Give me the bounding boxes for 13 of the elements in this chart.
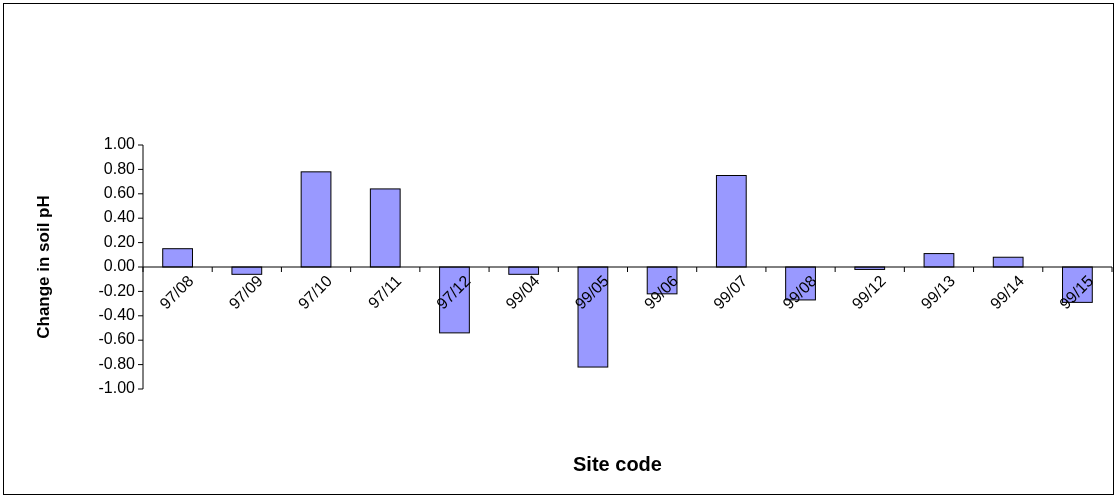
y-tick-label: 0.00 — [103, 257, 136, 275]
y-tick-label: 0.20 — [103, 232, 136, 250]
y-tick-label: 0.60 — [103, 184, 136, 202]
y-tick-label: -0.80 — [98, 354, 136, 372]
y-tick-label: 0.40 — [103, 208, 136, 226]
y-tick-label: -0.20 — [98, 281, 136, 299]
x-axis-title: Site code — [573, 453, 662, 476]
y-tick-label: -1.00 — [98, 379, 136, 397]
y-tick-label: 1.00 — [103, 135, 136, 153]
y-tick-label: -0.60 — [98, 330, 136, 348]
y-tick-label: 0.80 — [103, 159, 136, 177]
y-axis-title: Change in soil pH — [34, 195, 54, 339]
y-tick-label: -0.40 — [98, 306, 136, 324]
